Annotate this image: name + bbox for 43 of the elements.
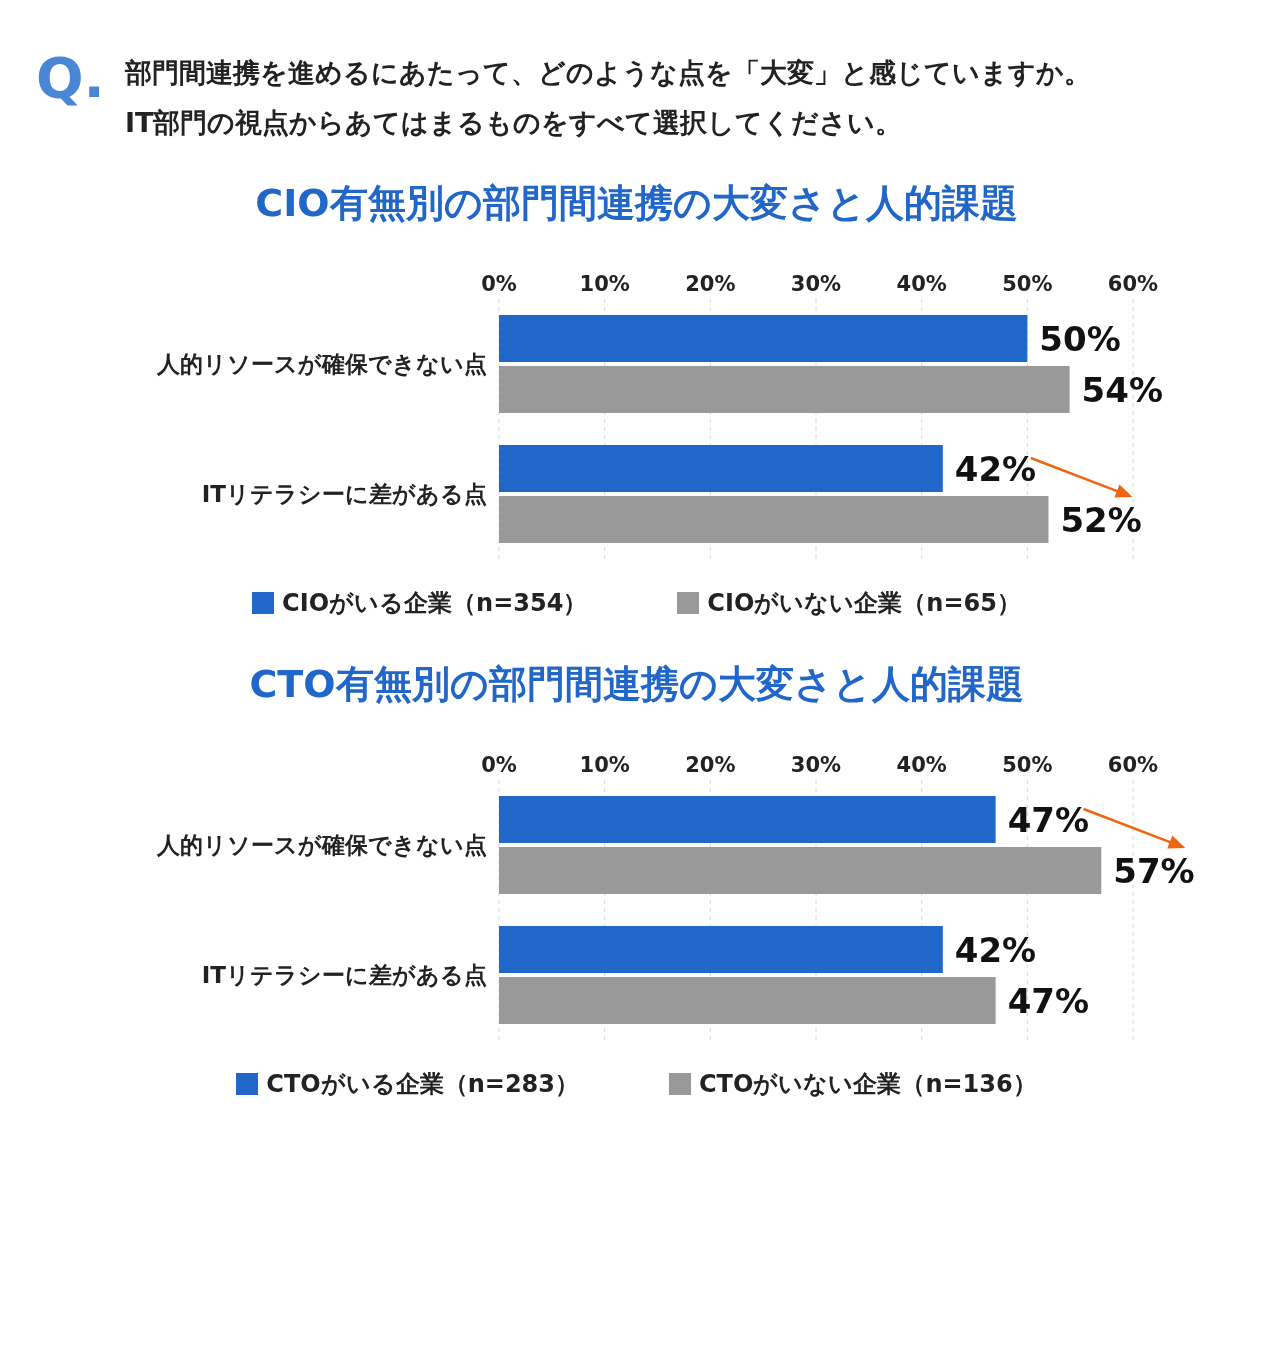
legend-label: CTOがいる企業（n=283） <box>266 1069 579 1100</box>
data-label: 52% <box>1060 499 1142 540</box>
bar <box>499 315 1028 362</box>
data-label: 54% <box>1081 369 1163 410</box>
x-tick-label: 50% <box>1002 753 1053 777</box>
text: IT部門の視点からあてはまるものをすべて選択してください。 <box>124 106 904 140</box>
bar <box>499 366 1070 413</box>
x-tick-label: 30% <box>790 272 842 296</box>
chart-title: CTO有無別の部門間連携の大変さと人的課題 <box>248 661 1025 708</box>
legend-label: CIOがいる企業（n=354） <box>282 588 588 619</box>
bar <box>499 926 943 973</box>
bar <box>499 496 1049 543</box>
x-tick-label: 0% <box>481 753 517 777</box>
data-label: 47% <box>1007 799 1090 840</box>
x-tick-label: 20% <box>685 272 736 296</box>
legend-label: CIOがいない企業（n=65） <box>707 588 1021 619</box>
bar <box>499 445 943 492</box>
data-label: 42% <box>954 929 1037 970</box>
x-tick-label: 30% <box>790 753 842 777</box>
x-tick-label: 20% <box>685 753 736 777</box>
chart-title: CIO有無別の部門間連携の大変さと人的課題 <box>254 180 1019 227</box>
bar <box>499 796 996 843</box>
y-tick-label: ITリテラシーに差がある点 <box>201 481 487 508</box>
text: Q. <box>36 45 105 112</box>
x-tick-label: 50% <box>1002 272 1053 296</box>
x-tick-label: 40% <box>896 753 947 777</box>
text: 部門間連携を進めるにあたって、どのような点を「大変」と感じていますか。 <box>124 56 1091 90</box>
data-label: 47% <box>1007 980 1090 1021</box>
x-tick-label: 60% <box>1107 753 1159 777</box>
x-tick-label: 40% <box>896 272 947 296</box>
y-tick-label: 人的リソースが確保できない点 <box>156 832 487 859</box>
legend-label: CTOがいない企業（n=136） <box>699 1069 1037 1100</box>
data-label: 57% <box>1113 850 1195 891</box>
x-tick-label: 10% <box>579 272 630 296</box>
data-label: 50% <box>1039 318 1121 359</box>
bar <box>499 977 996 1024</box>
y-tick-label: 人的リソースが確保できない点 <box>156 351 487 378</box>
x-tick-label: 10% <box>579 753 630 777</box>
y-tick-label: ITリテラシーに差がある点 <box>201 962 487 989</box>
x-tick-label: 0% <box>481 272 517 296</box>
bar <box>499 847 1102 894</box>
data-label: 42% <box>954 448 1037 489</box>
x-tick-label: 60% <box>1107 272 1159 296</box>
